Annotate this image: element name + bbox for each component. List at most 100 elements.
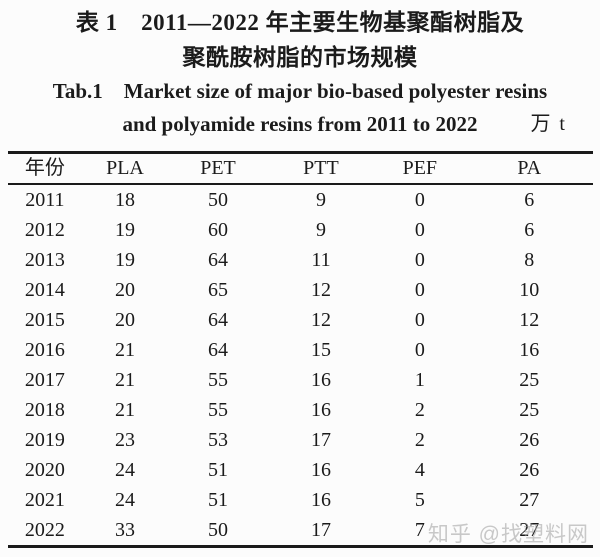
value-cell: 60 [208, 219, 228, 241]
value-cell: 9 [315, 189, 326, 211]
value-cell: 64 [208, 309, 228, 331]
value-cell: 53 [208, 429, 228, 451]
table-row: 2015 20 64 12 0 12 [8, 305, 593, 335]
year-cell: 2021 [24, 489, 65, 511]
year-cell: 2017 [24, 369, 65, 391]
column-header: PEF [402, 157, 438, 179]
value-cell: 20 [114, 279, 135, 301]
value-cell: 26 [519, 459, 540, 481]
unit-label: 万 t [530, 113, 567, 135]
value-cell: 6 [524, 189, 535, 211]
table-header-row: 年份 PLA PET PTT PEF PA [8, 153, 593, 184]
year-cell: 2020 [24, 459, 65, 481]
value-cell: 55 [208, 369, 228, 391]
caption-en-line1: Tab.1 Market size of major bio-based pol… [52, 79, 548, 103]
value-cell: 51 [208, 459, 228, 481]
table-row: 2022 33 50 17 7 27 [8, 515, 593, 547]
table-row: 2018 21 55 16 2 25 [8, 395, 593, 425]
value-cell: 16 [310, 489, 331, 511]
value-cell: 0 [414, 339, 425, 361]
year-cell: 2013 [24, 249, 65, 271]
value-cell: 21 [114, 369, 135, 391]
table-row: 2014 20 65 12 0 10 [8, 275, 593, 305]
column-header: PA [517, 157, 542, 179]
value-cell: 33 [114, 519, 135, 541]
table-caption-chinese: 表 1 2011—2022 年主要生物基聚酯树脂及 聚酰胺树脂的市场规模 [0, 0, 600, 75]
column-header: PTT [303, 157, 339, 179]
value-cell: 16 [310, 369, 331, 391]
caption-zh-line1: 表 1 2011—2022 年主要生物基聚酯树脂及 [75, 10, 525, 35]
year-cell: 2016 [24, 339, 65, 361]
value-cell: 4 [414, 459, 425, 481]
table-row: 2020 24 51 16 4 26 [8, 455, 593, 485]
value-cell: 0 [414, 279, 425, 301]
table-row: 2013 19 64 11 0 8 [8, 245, 593, 275]
value-cell: 1 [414, 369, 425, 391]
value-cell: 0 [414, 219, 425, 241]
value-cell: 2 [414, 429, 425, 451]
year-cell: 2014 [24, 279, 65, 301]
value-cell: 64 [208, 249, 228, 271]
value-cell: 7 [414, 519, 425, 541]
year-cell: 2019 [24, 429, 65, 451]
year-cell: 2011 [25, 189, 65, 211]
table-caption-english: Tab.1 Market size of major bio-based pol… [0, 75, 600, 141]
value-cell: 18 [114, 189, 135, 211]
value-cell: 24 [114, 459, 135, 481]
value-cell: 16 [519, 339, 540, 361]
table-row: 2021 24 51 16 5 27 [8, 485, 593, 515]
value-cell: 64 [208, 339, 228, 361]
value-cell: 9 [315, 219, 326, 241]
value-cell: 21 [114, 399, 135, 421]
value-cell: 21 [114, 339, 135, 361]
market-size-table: 年份 PLA PET PTT PEF PA 2011 18 50 9 0 6 2012 19 60 9 0 6 2… [8, 151, 593, 548]
value-cell: 6 [524, 219, 535, 241]
value-cell: 19 [114, 249, 135, 271]
value-cell: 16 [310, 459, 331, 481]
column-header: 年份 [24, 157, 65, 179]
value-cell: 65 [208, 279, 228, 301]
value-cell: 25 [519, 369, 540, 391]
year-cell: 2015 [24, 309, 65, 331]
value-cell: 0 [414, 249, 425, 271]
value-cell: 50 [208, 189, 228, 211]
value-cell: 27 [519, 519, 540, 541]
value-cell: 15 [310, 339, 331, 361]
value-cell: 12 [310, 279, 331, 301]
year-cell: 2018 [24, 399, 65, 421]
value-cell: 0 [414, 309, 425, 331]
value-cell: 25 [519, 399, 540, 421]
value-cell: 51 [208, 489, 228, 511]
table-row: 2019 23 53 17 2 26 [8, 425, 593, 455]
value-cell: 20 [114, 309, 135, 331]
value-cell: 11 [311, 249, 331, 271]
value-cell: 0 [414, 189, 425, 211]
value-cell: 19 [114, 219, 135, 241]
value-cell: 8 [524, 249, 535, 271]
value-cell: 12 [519, 309, 540, 331]
value-cell: 24 [114, 489, 135, 511]
table-row: 2012 19 60 9 0 6 [8, 215, 593, 245]
value-cell: 17 [310, 519, 331, 541]
value-cell: 5 [414, 489, 425, 511]
table-row: 2011 18 50 9 0 6 [8, 184, 593, 215]
column-header: PET [200, 157, 236, 179]
value-cell: 55 [208, 399, 228, 421]
column-header: PLA [106, 157, 144, 179]
table-row: 2017 21 55 16 1 25 [8, 365, 593, 395]
year-cell: 2012 [24, 219, 65, 241]
caption-en-line2: and polyamide resins from 2011 to 2022 万… [0, 108, 600, 141]
year-cell: 2022 [24, 519, 65, 541]
value-cell: 50 [208, 519, 228, 541]
value-cell: 2 [414, 399, 425, 421]
value-cell: 16 [310, 399, 331, 421]
value-cell: 27 [519, 489, 540, 511]
value-cell: 17 [310, 429, 331, 451]
table-row: 2016 21 64 15 0 16 [8, 335, 593, 365]
value-cell: 23 [114, 429, 135, 451]
value-cell: 10 [519, 279, 540, 301]
value-cell: 26 [519, 429, 540, 451]
caption-zh-line2: 聚酰胺树脂的市场规模 [182, 45, 418, 70]
caption-en-line2-text: and polyamide resins from 2011 to 2022 [122, 112, 478, 136]
